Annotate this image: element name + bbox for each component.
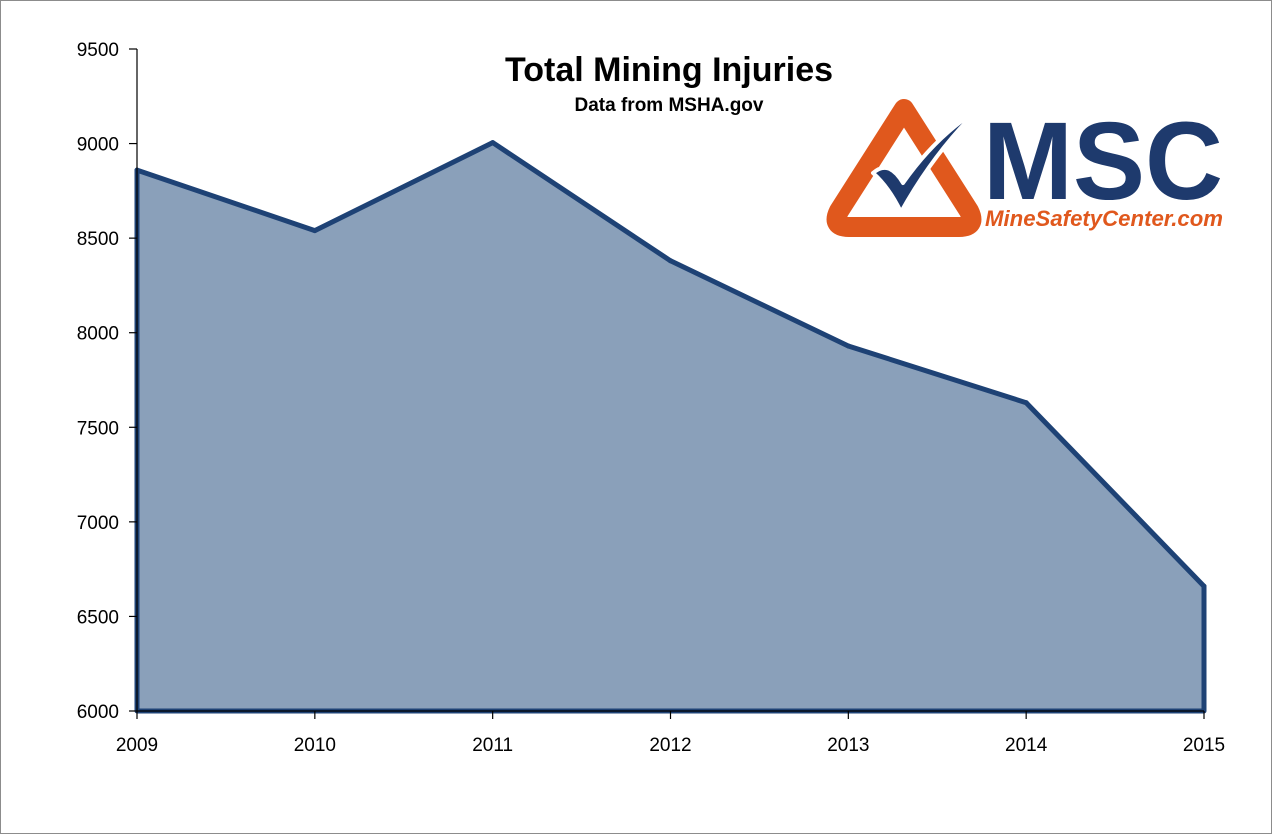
data-point-2013 <box>845 343 851 349</box>
data-point-2011 <box>490 140 496 146</box>
y-tick-label: 8500 <box>77 229 119 250</box>
x-tick-label: 2010 <box>294 735 336 756</box>
x-tick-label: 2009 <box>116 735 158 756</box>
x-tick-label: 2012 <box>649 735 691 756</box>
x-tick-label: 2013 <box>827 735 869 756</box>
logo-tagline: MineSafetyCenter.com <box>985 206 1223 231</box>
y-tick-label: 8000 <box>77 324 119 345</box>
y-tick-label: 7000 <box>77 513 119 534</box>
data-point-2012 <box>668 258 673 264</box>
data-point-2010 <box>312 228 318 234</box>
y-tick-label: 6000 <box>77 702 119 723</box>
y-axis-ticks: 6000 6500 7000 7500 8000 8500 9000 9500 <box>77 40 137 723</box>
checkmark-in-triangle-icon <box>826 99 982 237</box>
y-tick-label: 9500 <box>77 40 119 61</box>
data-point-2015 <box>1201 583 1207 589</box>
y-tick-label: 6500 <box>77 607 119 628</box>
x-tick-label: 2015 <box>1183 735 1225 756</box>
logo-acronym: MSC <box>983 100 1223 223</box>
chart-subtitle: Data from MSHA.gov <box>575 95 764 116</box>
x-tick-label: 2014 <box>1005 735 1048 756</box>
msc-logo: MSC MineSafetyCenter.com <box>826 99 1223 237</box>
y-tick-label: 9000 <box>77 135 119 156</box>
x-axis-ticks: 2009 2010 2011 2012 2013 2014 2015 <box>116 711 1225 756</box>
x-tick-label: 2011 <box>472 735 513 756</box>
y-tick-label: 7500 <box>77 418 119 439</box>
chart-title: Total Mining Injuries <box>505 51 833 89</box>
data-point-2014 <box>1023 400 1029 406</box>
